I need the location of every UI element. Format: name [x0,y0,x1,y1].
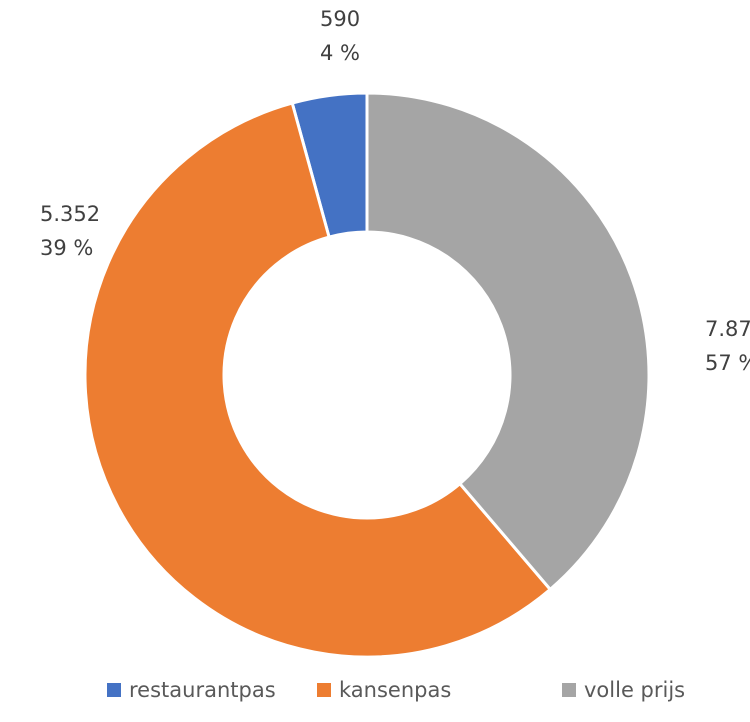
percentage-label: 57 % [705,351,750,375]
legend-label: volle prijs [584,678,685,702]
percentage-label: 39 % [40,236,93,260]
value-label: 7.872 [705,317,750,341]
legend-label: restaurantpas [129,678,276,702]
legend-swatch [562,683,576,697]
donut-slice [83,101,553,659]
legend-label: kansenpas [339,678,451,702]
value-label: 590 [320,7,360,31]
legend-swatch [107,683,121,697]
donut-slice [365,91,651,592]
percentage-label: 4 % [320,41,360,65]
value-label: 5.352 [40,202,100,226]
legend-swatch [317,683,331,697]
